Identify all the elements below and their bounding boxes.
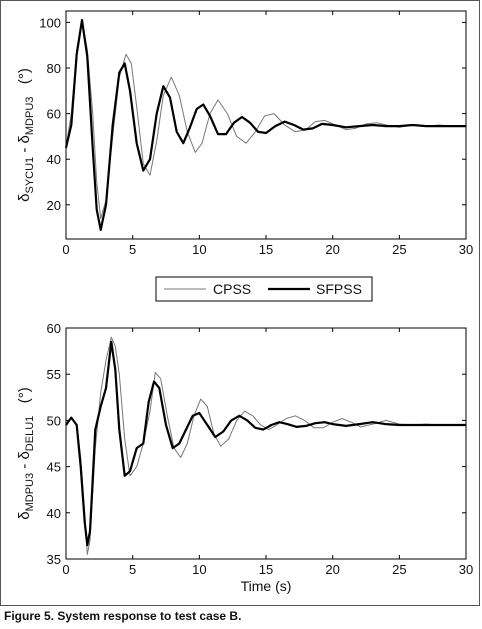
series-line-sfpss	[65, 340, 466, 547]
y-axis-label: δSYCU1 - δMDPU3 (°)	[16, 68, 36, 202]
y-label-subscript-1: SYCU1	[24, 157, 36, 194]
y-tick-label: 20	[47, 198, 61, 213]
y-tick-label: 40	[47, 152, 61, 167]
x-tick-label: 5	[129, 562, 136, 577]
series-line-cpss	[65, 336, 466, 555]
x-tick-label: 10	[192, 562, 206, 577]
x-tick-label: 5	[129, 242, 136, 257]
figure-frame: 0 5 10 15 20 25 30 20 40 60 80 100 δSYCU1 - δMDPU3 (…	[0, 0, 480, 606]
x-tick-label: 0	[62, 562, 69, 577]
x-tick-label: 25	[392, 242, 406, 257]
y-label-minus: -	[16, 460, 33, 473]
y-tick-label: 40	[47, 506, 61, 521]
y-tick-label: 60	[47, 321, 61, 336]
x-tick-label: 30	[459, 242, 473, 257]
y-tick-label: 50	[47, 413, 61, 428]
x-tick-label: 20	[325, 242, 339, 257]
x-tick-label: 25	[392, 562, 406, 577]
x-tick-label: 0	[62, 242, 69, 257]
y-label-delta-2: δ	[16, 451, 33, 459]
y-tick-label: 45	[47, 460, 61, 475]
y-tick-label: 100	[39, 15, 61, 30]
y-tick-label: 35	[47, 552, 61, 567]
y-label-delta: δ	[16, 511, 33, 519]
legend: CPSS SFPSS	[155, 276, 373, 302]
y-label-unit: (°)	[16, 68, 33, 97]
x-axis-label: Time (s)	[241, 578, 292, 594]
y-label-subscript-2: MDPU3	[24, 97, 36, 136]
x-tick-label: 15	[259, 562, 273, 577]
x-tick-label: 15	[259, 242, 273, 257]
y-axis-label: δMDPU3 - δDELU1 (°)	[16, 387, 36, 520]
x-tick-label: 20	[325, 562, 339, 577]
series-line-cpss	[65, 19, 466, 219]
x-tick-label: 10	[192, 242, 206, 257]
y-tick-label: 55	[47, 367, 61, 382]
y-tick-label: 80	[47, 61, 61, 76]
bottom-chart-panel: 0 5 10 15 20 25 30 35 40 45 50 55 60 δMDPU3 - δDELU1 …	[16, 321, 473, 594]
x-tick-label: 30	[459, 562, 473, 577]
figure-caption: Figure 5. System response to test case B…	[4, 609, 242, 623]
y-label-delta: δ	[16, 194, 33, 202]
legend-label-cpss: CPSS	[213, 281, 251, 297]
legend-label-sfpss: SFPSS	[316, 281, 362, 297]
y-tick-label: 60	[47, 107, 61, 122]
y-label-minus: -	[16, 143, 33, 156]
y-label-subscript-1: MDPU3	[24, 473, 36, 512]
y-label-delta-2: δ	[16, 135, 33, 143]
plot-area-border	[65, 327, 467, 560]
y-label-unit: (°)	[16, 387, 33, 416]
series-line-sfpss	[64, 19, 466, 231]
y-label-subscript-2: DELU1	[24, 416, 36, 451]
